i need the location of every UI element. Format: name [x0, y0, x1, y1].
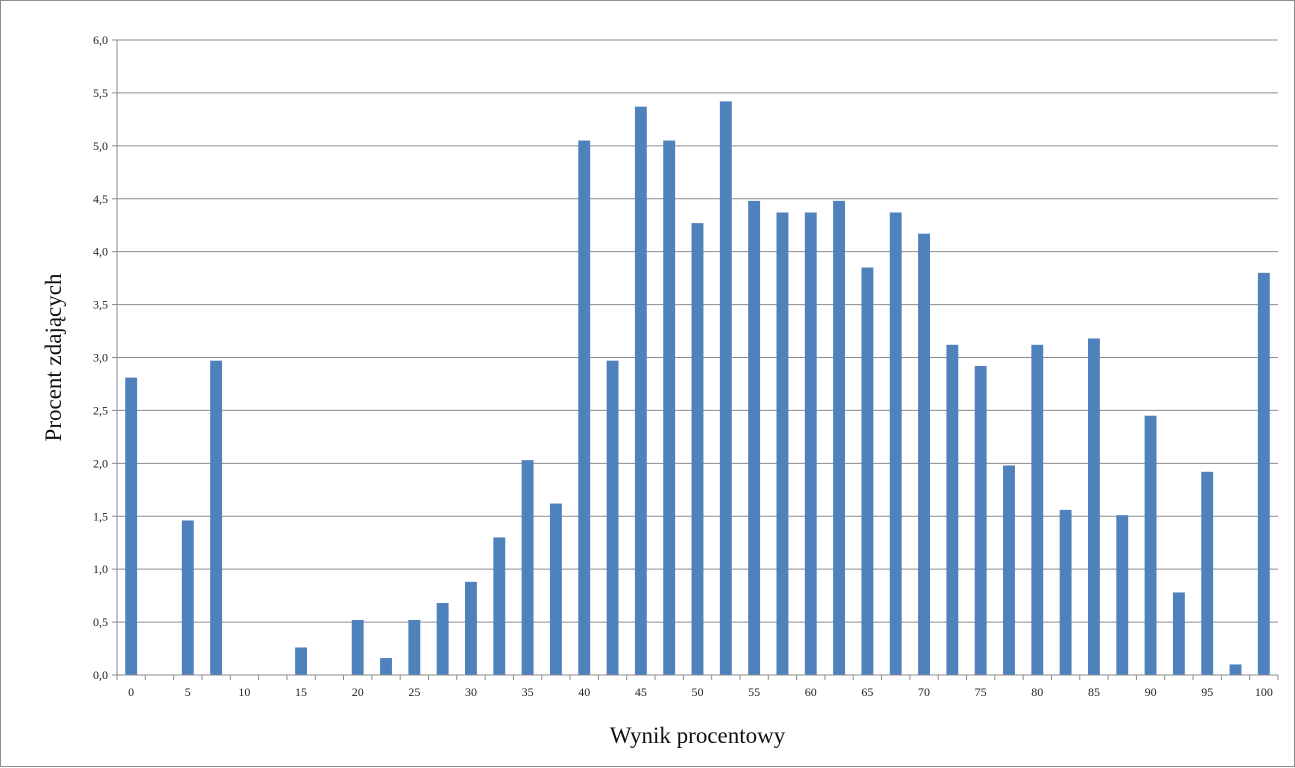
bar [521, 460, 534, 675]
bar [1201, 471, 1214, 675]
y-tick-label: 4,5 [93, 192, 108, 206]
x-tick-label: 50 [692, 685, 704, 699]
x-tick-label: 35 [522, 685, 534, 699]
bar [1229, 664, 1242, 675]
bar [351, 619, 364, 675]
bar [549, 503, 562, 675]
x-tick-label: 0 [128, 685, 134, 699]
bar [408, 619, 421, 675]
bar [833, 200, 846, 675]
y-tick-label: 5,0 [93, 139, 108, 153]
bar [1116, 515, 1129, 675]
x-tick-label: 5 [185, 685, 191, 699]
bar [634, 106, 647, 676]
y-tick-label: 3,5 [93, 298, 108, 312]
bars [125, 101, 1270, 676]
axes [116, 40, 1279, 680]
y-tick-label: 5,5 [93, 86, 108, 100]
bar [295, 647, 308, 675]
bar [1144, 415, 1157, 675]
bar [1059, 509, 1072, 675]
bar [380, 658, 392, 675]
y-tick-label: 1,5 [93, 509, 108, 523]
bar [1003, 465, 1015, 675]
y-tick-label: 4,0 [93, 245, 108, 259]
x-tick-label: 40 [578, 685, 590, 699]
bar [776, 212, 789, 675]
y-tick-label: 2,0 [93, 456, 108, 470]
bar [748, 200, 761, 675]
y-tick-label: 2,5 [93, 403, 108, 417]
bar [1087, 338, 1100, 675]
y-tick-label: 6,0 [93, 33, 108, 47]
x-tick-label: 85 [1088, 685, 1100, 699]
bar [493, 537, 506, 675]
bar [181, 520, 194, 675]
x-tick-label: 90 [1145, 685, 1157, 699]
y-tick-label: 3,0 [93, 351, 108, 365]
bar [436, 603, 449, 675]
bar [691, 223, 704, 675]
bar [804, 212, 817, 675]
bar [578, 140, 591, 675]
y-axis-title: Procent zdających [41, 273, 66, 441]
bar [210, 360, 223, 675]
bar [918, 233, 930, 676]
x-tick-label: 20 [352, 685, 364, 699]
x-tick-label: 25 [408, 685, 420, 699]
bar [125, 377, 138, 675]
x-tick-label: 80 [1031, 685, 1043, 699]
bar [1031, 344, 1044, 675]
x-axis-title: Wynik procentowy [610, 723, 786, 748]
x-tick-label: 15 [295, 685, 307, 699]
y-tick-label: 0,5 [93, 615, 108, 629]
bar [663, 140, 676, 675]
bar [719, 101, 732, 676]
x-tick-label: 30 [465, 685, 477, 699]
x-tick-label: 95 [1201, 685, 1213, 699]
bar [465, 581, 477, 675]
x-tick-label: 10 [238, 685, 250, 699]
x-tick-label: 65 [861, 685, 873, 699]
y-tick-label: 0,0 [93, 668, 108, 682]
bar [946, 344, 959, 675]
x-tick-label: 75 [975, 685, 987, 699]
y-tick-label: 1,0 [93, 562, 108, 576]
x-tick-labels: 0 5 10 15 20 25 30 35 40 45 50 55 60 65 70 75 80 85 90 95 10… [128, 685, 1273, 699]
bar [974, 365, 987, 675]
bar [1257, 272, 1270, 675]
bar [1172, 592, 1185, 675]
x-tick-label: 100 [1255, 685, 1273, 699]
x-tick-label: 60 [805, 685, 817, 699]
x-tick-label: 45 [635, 685, 647, 699]
bar [606, 360, 619, 675]
x-tick-label: 55 [748, 685, 760, 699]
y-tick-labels: 0,0 0,5 1,0 1,5 2,0 2,5 3,0 3,5 4,0 4,5 5,0 5,5 6,0 [93, 33, 108, 682]
bar [861, 267, 874, 675]
x-tick-label: 70 [918, 685, 930, 699]
bar [889, 212, 902, 675]
